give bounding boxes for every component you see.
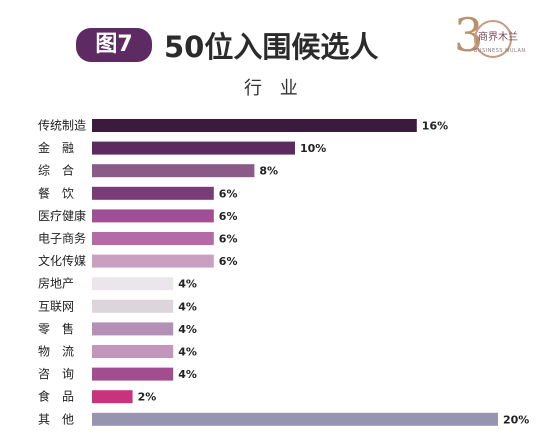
category-label: 电子商务	[38, 231, 86, 246]
bar	[92, 186, 214, 200]
bar	[92, 277, 174, 291]
logo-ring-icon	[474, 20, 512, 58]
bar-row: 医疗健康 6%	[38, 208, 237, 223]
bar	[92, 164, 255, 178]
bar	[92, 209, 214, 223]
category-label: 文化传媒	[38, 253, 86, 268]
value-label: 6%	[219, 187, 238, 200]
value-label: 6%	[219, 233, 238, 246]
bar	[92, 299, 174, 313]
value-label: 10%	[300, 142, 326, 155]
bar	[92, 141, 295, 155]
category-label: 综 合	[38, 163, 74, 178]
value-label: 2%	[138, 391, 157, 404]
value-label: 4%	[178, 346, 197, 359]
value-label: 16%	[422, 120, 448, 133]
bar-row: 互联网 4%	[38, 299, 197, 313]
chart-header: 图7 50位入围候选人 行 业 3 商界木兰 BUSINESS MULAN	[0, 0, 550, 110]
figure-badge: 图7	[76, 28, 152, 62]
category-label: 医疗健康	[38, 208, 86, 223]
bar	[92, 232, 214, 245]
chart-title: 50位入围候选人	[164, 30, 379, 64]
bar	[92, 390, 133, 404]
category-label: 咨 询	[38, 366, 74, 381]
logo-name: 商界木兰	[478, 32, 518, 43]
category-label: 食 品	[38, 389, 74, 404]
bar-row: 文化传媒 6%	[38, 253, 237, 268]
value-label: 8%	[259, 165, 278, 178]
category-label: 其 他	[38, 412, 74, 426]
bar-row: 金 融 10%	[38, 140, 326, 155]
value-label: 4%	[178, 278, 197, 291]
bar-row: 咨 询 4%	[38, 366, 197, 381]
bar	[92, 254, 214, 268]
brand-logo: 3 商界木兰 BUSINESS MULAN	[452, 8, 534, 74]
chart-subtitle: 行 业	[244, 78, 304, 99]
bar-row: 餐 饮 6%	[38, 185, 237, 200]
bar	[92, 412, 498, 426]
bar	[92, 367, 174, 381]
logo-tagline: BUSINESS MULAN	[474, 48, 526, 54]
category-label: 物 流	[38, 345, 74, 359]
bar	[92, 119, 417, 132]
category-label: 金 融	[38, 140, 74, 155]
bar-row: 零 售 4%	[38, 321, 197, 336]
category-label: 互联网	[38, 299, 74, 313]
category-label: 零 售	[38, 321, 74, 336]
value-label: 20%	[503, 413, 529, 426]
value-label: 4%	[178, 300, 197, 313]
bar-row: 其 他 20%	[38, 412, 529, 426]
bar-row: 食 品 2%	[38, 389, 156, 404]
bar	[92, 322, 174, 336]
value-label: 4%	[178, 323, 197, 336]
category-label: 房地产	[38, 276, 74, 291]
bar	[92, 345, 174, 358]
category-label: 餐 饮	[38, 185, 74, 200]
bar-row: 综 合 8%	[38, 163, 278, 178]
bar-row: 房地产 4%	[38, 276, 197, 291]
category-label: 传统制造	[38, 118, 86, 133]
bar-row: 电子商务 6%	[38, 231, 237, 246]
bar-row: 物 流 4%	[38, 345, 197, 359]
value-label: 6%	[219, 210, 238, 223]
value-label: 4%	[178, 368, 197, 381]
bar-row: 传统制造 16%	[38, 118, 448, 133]
bar-chart: 传统制造 16% 金 融 10% 综 合 8% 餐 饮 6% 医疗健康 6% 电子商务 6% 文化传媒 6…	[38, 118, 529, 427]
value-label: 6%	[219, 255, 238, 268]
